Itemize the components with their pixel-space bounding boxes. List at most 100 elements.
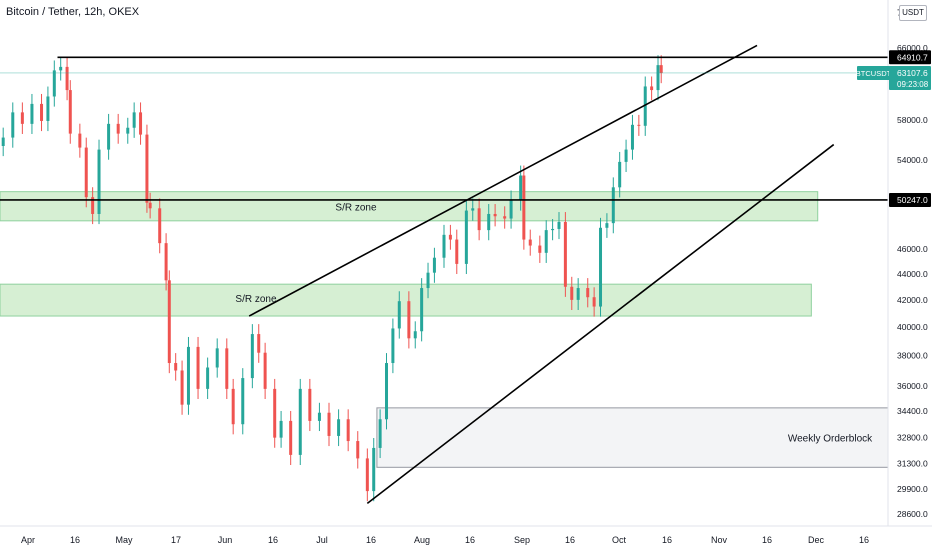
candle-up[interactable] xyxy=(544,230,548,253)
candle-up[interactable] xyxy=(611,187,615,224)
candle-up[interactable] xyxy=(391,328,395,364)
currency-button[interactable]: USDT xyxy=(899,5,927,21)
zone-label: S/R zone xyxy=(335,202,377,213)
candle-down[interactable] xyxy=(477,208,481,231)
candle-up[interactable] xyxy=(442,234,446,258)
candle-up[interactable] xyxy=(519,175,523,201)
candle-down[interactable] xyxy=(289,420,293,455)
candle-down[interactable] xyxy=(145,134,149,203)
candle-up[interactable] xyxy=(420,288,424,332)
candle-down[interactable] xyxy=(356,441,360,459)
candle-up[interactable] xyxy=(317,412,321,421)
candle-down[interactable] xyxy=(448,234,452,240)
candle-up[interactable] xyxy=(385,363,389,420)
candle-up[interactable] xyxy=(11,112,15,138)
candle-down[interactable] xyxy=(225,348,229,389)
sr-zone[interactable] xyxy=(0,283,812,317)
trendline[interactable] xyxy=(366,143,835,505)
candle-up[interactable] xyxy=(126,127,130,134)
candle-up[interactable] xyxy=(643,86,647,126)
candle-down[interactable] xyxy=(167,280,171,364)
candle-up[interactable] xyxy=(397,301,401,329)
candle-down[interactable] xyxy=(586,288,590,298)
candle-down[interactable] xyxy=(308,388,312,421)
candle-up[interactable] xyxy=(250,334,254,379)
candle-up[interactable] xyxy=(372,447,376,492)
candle-down[interactable] xyxy=(570,286,574,300)
candle-up[interactable] xyxy=(551,228,555,231)
candle-up[interactable] xyxy=(576,288,580,300)
candle-down[interactable] xyxy=(148,202,152,209)
candle-down[interactable] xyxy=(503,216,507,219)
candle-up[interactable] xyxy=(471,208,475,211)
candle-up[interactable] xyxy=(624,149,628,162)
candle-up[interactable] xyxy=(1,137,5,146)
trendline[interactable] xyxy=(248,44,758,317)
candle-up[interactable] xyxy=(215,348,219,368)
candle-up[interactable] xyxy=(59,66,63,71)
candle-up[interactable] xyxy=(487,213,491,231)
candle-up[interactable] xyxy=(618,161,622,188)
candle-down[interactable] xyxy=(263,352,267,389)
candle-up[interactable] xyxy=(464,210,468,264)
candle-up[interactable] xyxy=(337,419,341,436)
candle-up[interactable] xyxy=(97,149,101,214)
orderblock-zone[interactable] xyxy=(376,407,889,468)
candle-down[interactable] xyxy=(528,239,532,246)
candle-up[interactable] xyxy=(432,257,436,273)
candle-up[interactable] xyxy=(30,103,34,124)
candle-down[interactable] xyxy=(196,346,200,389)
candle-down[interactable] xyxy=(116,123,120,134)
candle-up[interactable] xyxy=(279,420,283,438)
candle-up[interactable] xyxy=(656,65,660,91)
candle-up[interactable] xyxy=(599,227,603,307)
y-tick-label: 58000.0 xyxy=(897,115,928,125)
candle-down[interactable] xyxy=(346,419,350,442)
candle-up[interactable] xyxy=(426,272,430,289)
candle-up[interactable] xyxy=(298,388,302,455)
candle-up[interactable] xyxy=(52,70,56,97)
candle-down[interactable] xyxy=(538,245,542,253)
candle-up[interactable] xyxy=(132,112,136,128)
candle-up[interactable] xyxy=(206,367,210,389)
candle-down[interactable] xyxy=(231,388,235,425)
candle-down[interactable] xyxy=(365,458,369,492)
candle-down[interactable] xyxy=(327,412,331,436)
candle-down[interactable] xyxy=(493,213,497,217)
candle-up[interactable] xyxy=(46,96,50,121)
candle-down[interactable] xyxy=(407,301,411,339)
candle-down[interactable] xyxy=(20,112,24,124)
candle-down[interactable] xyxy=(164,243,168,281)
candle-down[interactable] xyxy=(174,363,178,371)
candle-up[interactable] xyxy=(413,331,417,339)
candle-up[interactable] xyxy=(630,124,634,150)
candle-up[interactable] xyxy=(605,223,609,228)
candle-down[interactable] xyxy=(91,197,95,214)
candle-down[interactable] xyxy=(139,112,143,135)
candle-down[interactable] xyxy=(40,103,44,121)
candle-down[interactable] xyxy=(65,66,69,91)
candle-up[interactable] xyxy=(107,123,111,150)
sr-zone[interactable] xyxy=(0,191,819,222)
candle-down[interactable] xyxy=(78,133,82,148)
candle-down[interactable] xyxy=(659,65,663,74)
candle-down[interactable] xyxy=(158,208,162,244)
candle-up[interactable] xyxy=(509,200,513,219)
candle-down[interactable] xyxy=(650,86,654,91)
candle-up[interactable] xyxy=(557,221,561,229)
candle-down[interactable] xyxy=(455,239,459,264)
candle-down[interactable] xyxy=(84,147,88,198)
candle-down[interactable] xyxy=(273,388,277,438)
candle-up[interactable] xyxy=(378,419,382,448)
candle-up[interactable] xyxy=(186,346,190,405)
candle-down[interactable] xyxy=(637,124,641,126)
candle-up[interactable] xyxy=(241,378,245,425)
candle-down[interactable] xyxy=(68,90,72,134)
candle-down[interactable] xyxy=(257,334,261,353)
candle-down[interactable] xyxy=(563,221,567,287)
candle-down[interactable] xyxy=(592,297,596,307)
candle-down[interactable] xyxy=(522,175,526,240)
candle-down[interactable] xyxy=(180,370,184,405)
